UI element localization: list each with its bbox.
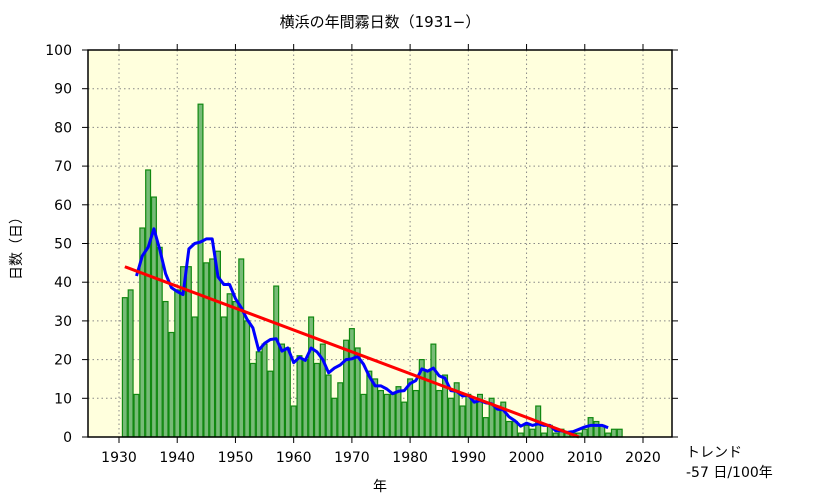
bar-1997	[506, 420, 513, 438]
x-tick-label: 1990	[451, 450, 487, 466]
x-tick-label: 1980	[392, 450, 428, 466]
bar-1974	[372, 378, 379, 438]
y-tick-label: 0	[63, 430, 72, 446]
chart-title: 横浜の年間霧日数（1931−）	[280, 13, 481, 31]
bars	[121, 103, 623, 438]
bar-1958	[279, 343, 286, 438]
bar-1979	[401, 401, 408, 438]
bar-1955	[261, 343, 268, 438]
y-tick-label: 90	[54, 82, 72, 98]
bar-1940	[174, 289, 181, 438]
bar-1957	[273, 285, 280, 438]
bar-1949	[226, 293, 233, 438]
y-tick-label: 50	[54, 237, 72, 253]
bar-1976	[383, 393, 390, 438]
trend-legend-label: トレンド	[686, 445, 742, 461]
bar-1964	[313, 362, 320, 438]
moving-average-line	[135, 227, 609, 434]
trend-legend-value: -57 日/100年	[686, 465, 773, 481]
bar-1989	[459, 405, 466, 438]
bar-1978	[395, 386, 402, 438]
y-tick-label: 70	[54, 159, 72, 175]
y-tick-label: 100	[45, 43, 72, 59]
bar-1933	[133, 393, 140, 438]
bar-1969	[343, 339, 350, 438]
bar-2015	[610, 428, 617, 438]
bar-1935	[145, 169, 152, 438]
bar-1950	[232, 300, 239, 438]
plot-frame	[87, 49, 673, 438]
x-tick-label: 2000	[509, 450, 545, 466]
bar-2012	[593, 420, 600, 438]
y-tick-label: 30	[54, 314, 72, 330]
bar-2016	[616, 428, 623, 438]
bar-1944	[197, 103, 204, 438]
bar-2000	[523, 424, 530, 438]
bar-1960	[290, 405, 297, 438]
bar-1945	[203, 262, 210, 438]
bar-1985	[436, 389, 443, 438]
bar-1959	[284, 347, 291, 438]
bar-1956	[267, 370, 274, 438]
bar-1981	[412, 389, 419, 438]
y-tick-label: 60	[54, 198, 72, 214]
x-axis-label: 年	[373, 479, 387, 495]
y-tick-label: 10	[54, 391, 72, 407]
bar-1991	[471, 397, 478, 438]
bar-1970	[348, 328, 355, 438]
y-axis-label: 日数（日）	[9, 210, 25, 280]
bar-1968	[337, 382, 344, 438]
bar-1939	[168, 331, 175, 438]
bar-1931	[121, 297, 128, 438]
x-tick-label: 2010	[567, 450, 603, 466]
bar-1948	[220, 316, 227, 438]
bar-1952	[244, 320, 251, 438]
x-tick-label: 1930	[101, 450, 137, 466]
y-tick-label: 80	[54, 120, 72, 136]
x-tick-label: 1950	[218, 450, 254, 466]
bar-1951	[238, 258, 245, 438]
bar-1962	[302, 359, 309, 438]
bar-2001	[529, 428, 536, 438]
y-tick-label: 20	[54, 353, 72, 369]
bar-1937	[156, 246, 163, 438]
bar-1977	[389, 393, 396, 438]
x-tick-label: 2020	[625, 450, 661, 466]
bar-1987	[447, 397, 454, 438]
bar-1984	[430, 343, 437, 438]
bar-1938	[162, 300, 169, 438]
bar-1961	[296, 355, 303, 438]
bar-1946	[209, 258, 216, 438]
axes: 1930 1940 1950 1960 1970 1980 1990 2000 2010 2020…	[45, 43, 678, 466]
bar-1972	[360, 393, 367, 438]
bar-1975	[377, 389, 385, 438]
x-tick-label: 1960	[276, 450, 312, 466]
bar-1971	[354, 347, 361, 438]
lines	[124, 227, 609, 439]
bar-1993	[482, 417, 489, 438]
bar-2010	[581, 428, 588, 438]
bar-1966	[325, 374, 332, 438]
bar-1953	[249, 362, 256, 438]
x-tick-label: 1940	[159, 450, 195, 466]
bar-1954	[255, 351, 262, 438]
trend-line	[124, 265, 580, 439]
bar-1932	[127, 289, 134, 438]
bar-1943	[191, 316, 198, 438]
grid	[88, 50, 672, 437]
bar-1967	[331, 397, 338, 438]
y-tick-label: 40	[54, 275, 72, 291]
x-tick-label: 1970	[334, 450, 370, 466]
bar-1990	[465, 393, 472, 438]
